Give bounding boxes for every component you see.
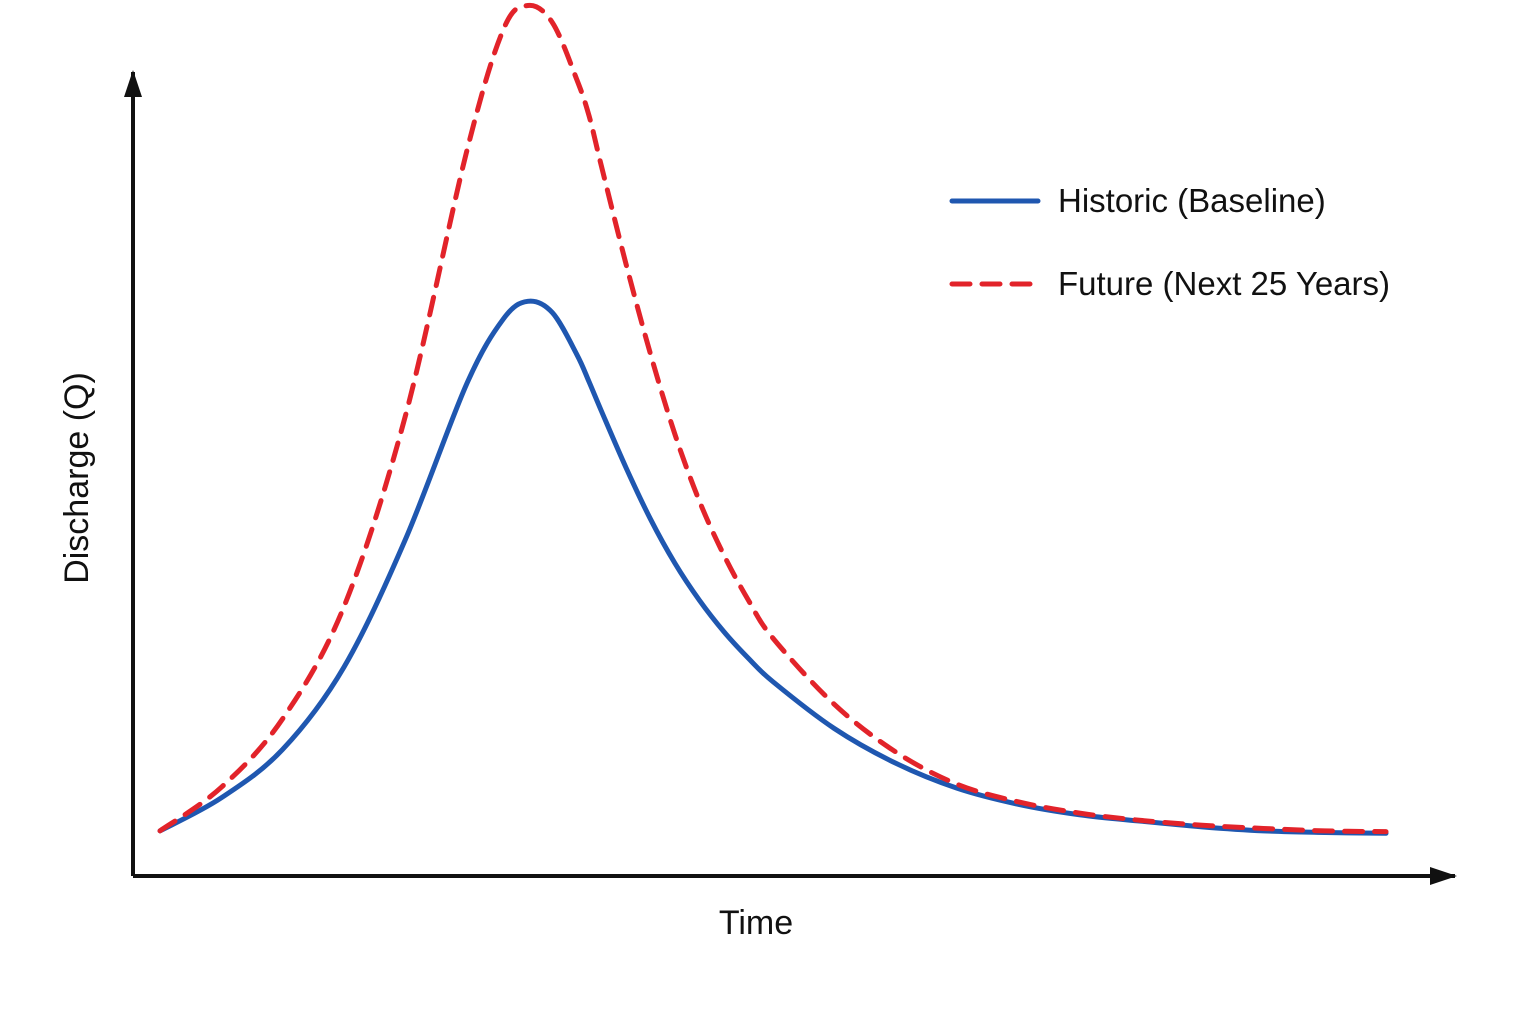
- legend-label-future: Future (Next 25 Years): [1058, 265, 1390, 302]
- legend: Historic (Baseline) Future (Next 25 Year…: [949, 182, 1390, 302]
- x-axis-title: Time: [719, 904, 793, 942]
- y-axis-arrow: [124, 70, 142, 97]
- series-line-historic: [157, 298, 1389, 836]
- series-line-future: [157, 2, 1389, 835]
- x-axis-arrow: [1430, 867, 1457, 885]
- axes: [124, 70, 1457, 885]
- y-axis-title: Discharge (Q): [58, 372, 96, 584]
- legend-label-historic: Historic (Baseline): [1058, 182, 1326, 219]
- plot-area: [157, 2, 1389, 836]
